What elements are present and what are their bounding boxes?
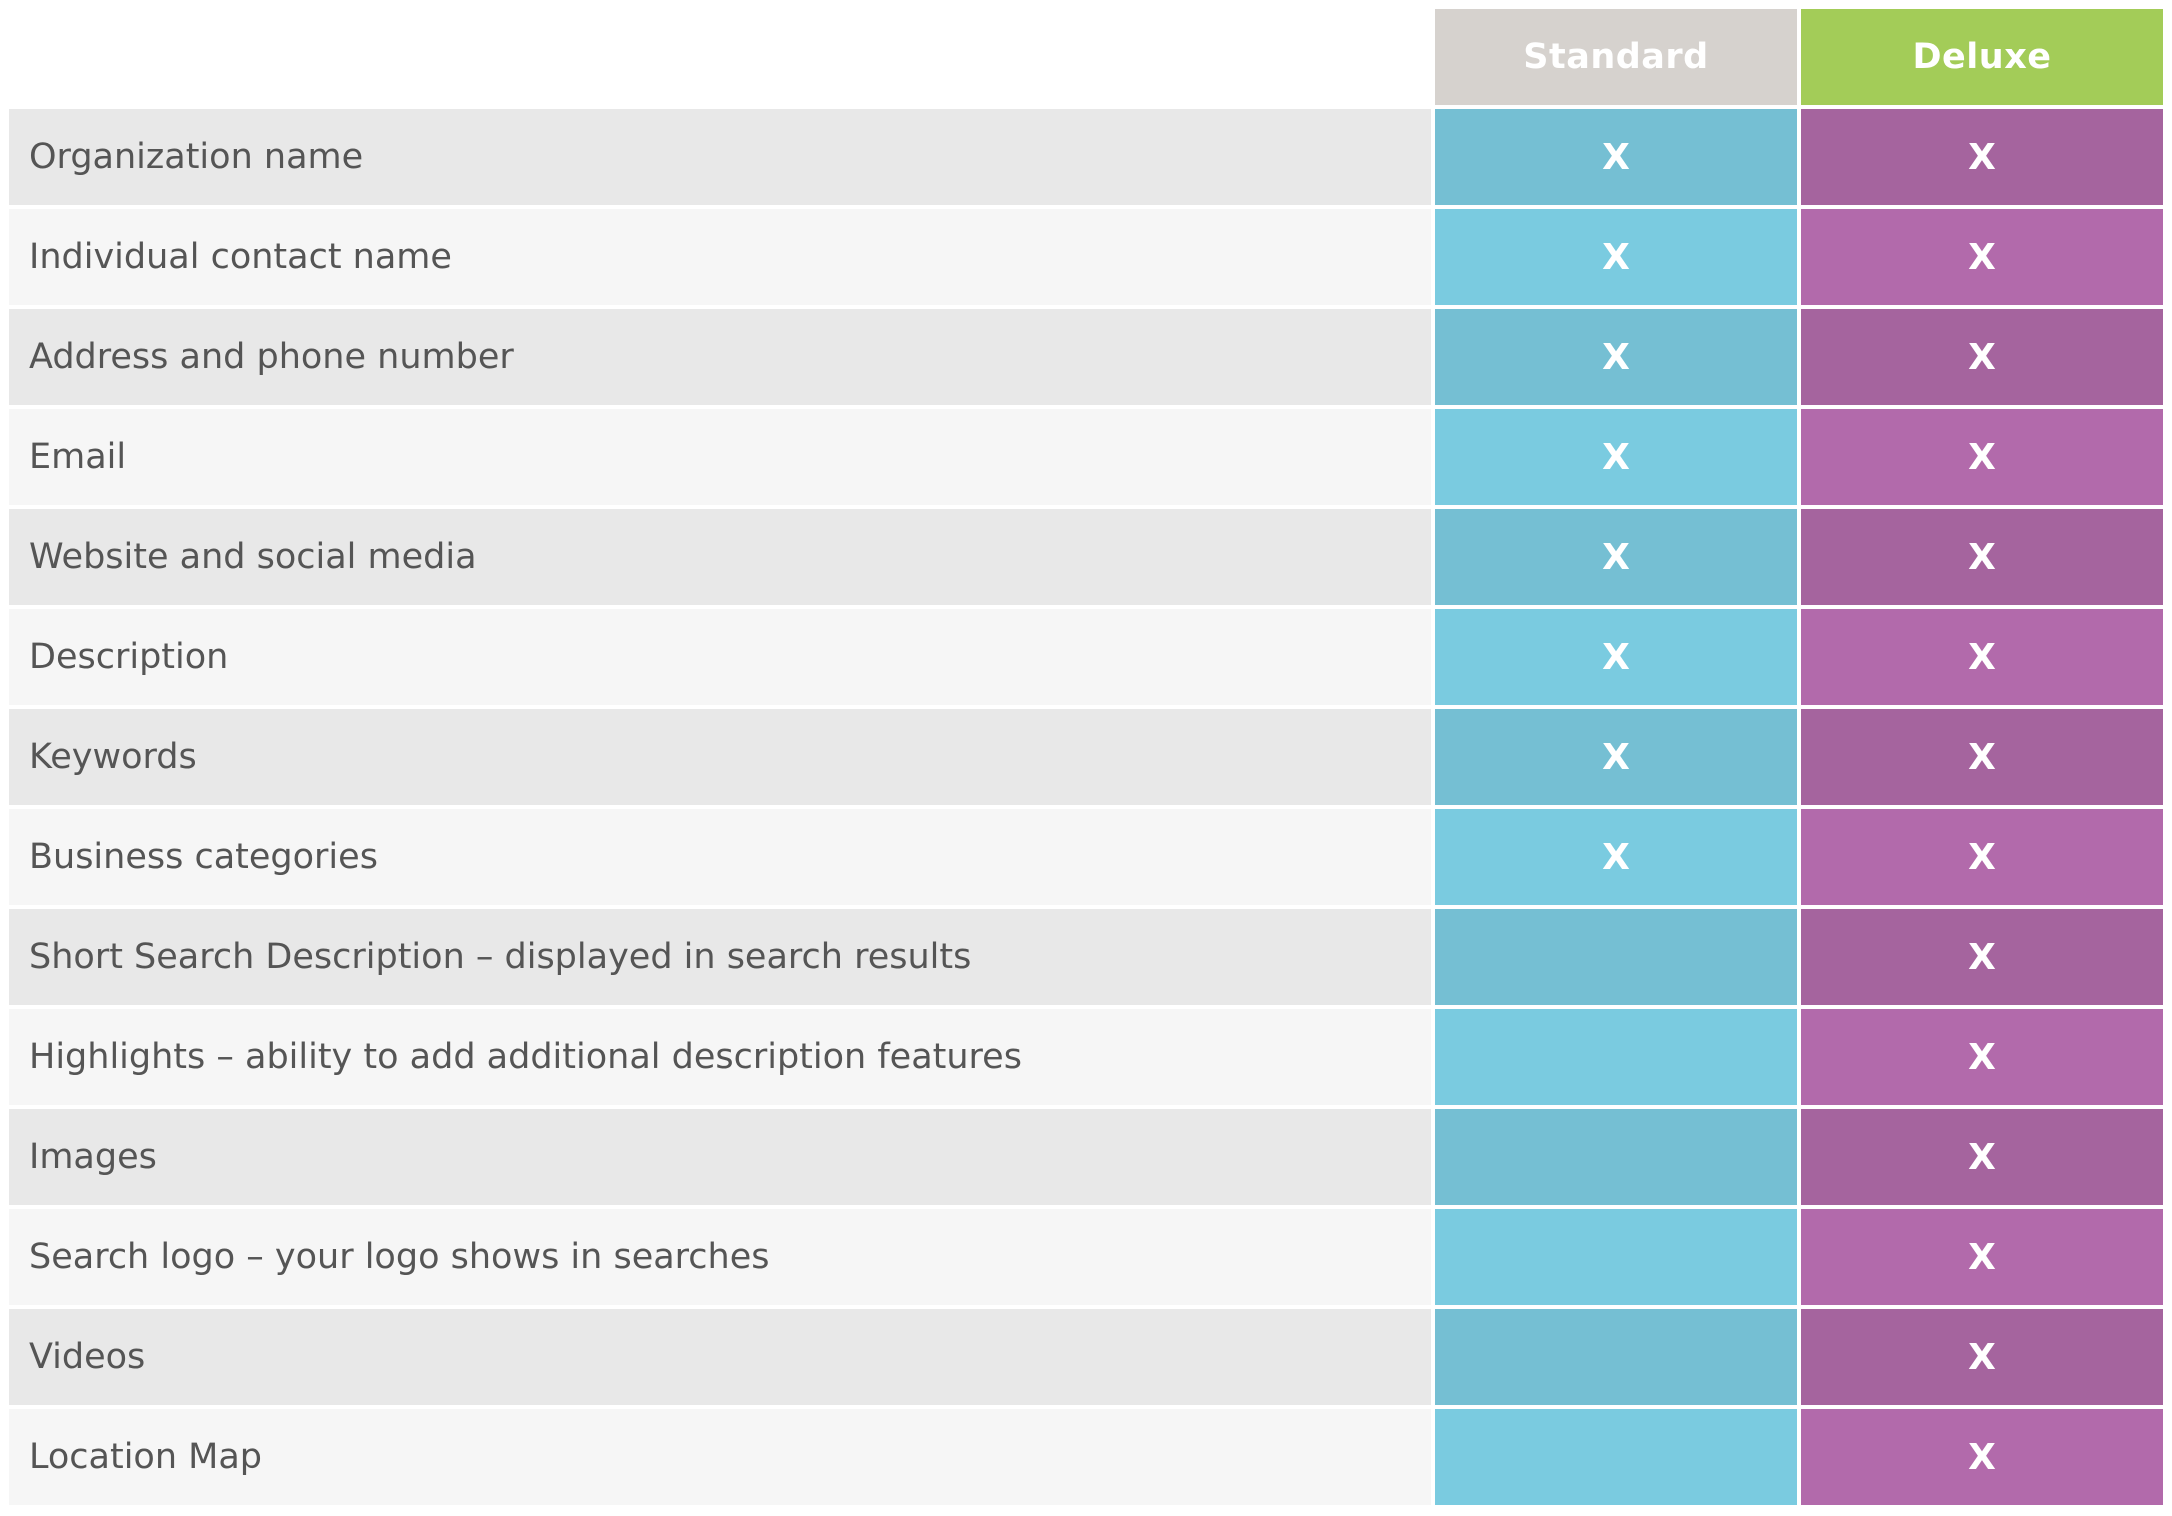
feature-label: Website and social media (9, 509, 1431, 605)
feature-label: Images (9, 1109, 1431, 1205)
feature-label: Address and phone number (9, 309, 1431, 405)
standard-mark-cell (1435, 1209, 1797, 1305)
header-blank-cell (9, 9, 1431, 105)
feature-label: Videos (9, 1309, 1431, 1405)
feature-label: Keywords (9, 709, 1431, 805)
deluxe-mark-cell: X (1801, 309, 2163, 405)
feature-label: Short Search Description – displayed in … (9, 909, 1431, 1005)
standard-mark-cell (1435, 1309, 1797, 1405)
feature-label: Organization name (9, 109, 1431, 205)
standard-mark-cell: X (1435, 709, 1797, 805)
standard-mark-cell (1435, 909, 1797, 1005)
feature-label: Email (9, 409, 1431, 505)
deluxe-mark-cell: X (1801, 509, 2163, 605)
deluxe-mark-cell: X (1801, 1409, 2163, 1505)
standard-mark-cell (1435, 1409, 1797, 1505)
feature-label: Individual contact name (9, 209, 1431, 305)
standard-mark-cell: X (1435, 609, 1797, 705)
feature-label: Business categories (9, 809, 1431, 905)
deluxe-mark-cell: X (1801, 1009, 2163, 1105)
deluxe-mark-cell: X (1801, 209, 2163, 305)
standard-column-header: Standard (1435, 9, 1797, 105)
standard-mark-cell: X (1435, 209, 1797, 305)
deluxe-mark-cell: X (1801, 609, 2163, 705)
standard-mark-cell: X (1435, 409, 1797, 505)
deluxe-mark-cell: X (1801, 709, 2163, 805)
standard-mark-cell: X (1435, 809, 1797, 905)
comparison-table: Standard Deluxe Organization name X X Indiv… (9, 9, 2163, 1505)
standard-mark-cell: X (1435, 309, 1797, 405)
feature-label: Description (9, 609, 1431, 705)
deluxe-mark-cell: X (1801, 809, 2163, 905)
deluxe-mark-cell: X (1801, 109, 2163, 205)
deluxe-mark-cell: X (1801, 1209, 2163, 1305)
deluxe-mark-cell: X (1801, 909, 2163, 1005)
standard-mark-cell: X (1435, 509, 1797, 605)
standard-mark-cell: X (1435, 109, 1797, 205)
standard-mark-cell (1435, 1009, 1797, 1105)
standard-mark-cell (1435, 1109, 1797, 1205)
feature-label: Search logo – your logo shows in searche… (9, 1209, 1431, 1305)
feature-label: Location Map (9, 1409, 1431, 1505)
deluxe-mark-cell: X (1801, 1309, 2163, 1405)
deluxe-column-header: Deluxe (1801, 9, 2163, 105)
deluxe-mark-cell: X (1801, 409, 2163, 505)
deluxe-mark-cell: X (1801, 1109, 2163, 1205)
feature-label: Highlights – ability to add additional d… (9, 1009, 1431, 1105)
